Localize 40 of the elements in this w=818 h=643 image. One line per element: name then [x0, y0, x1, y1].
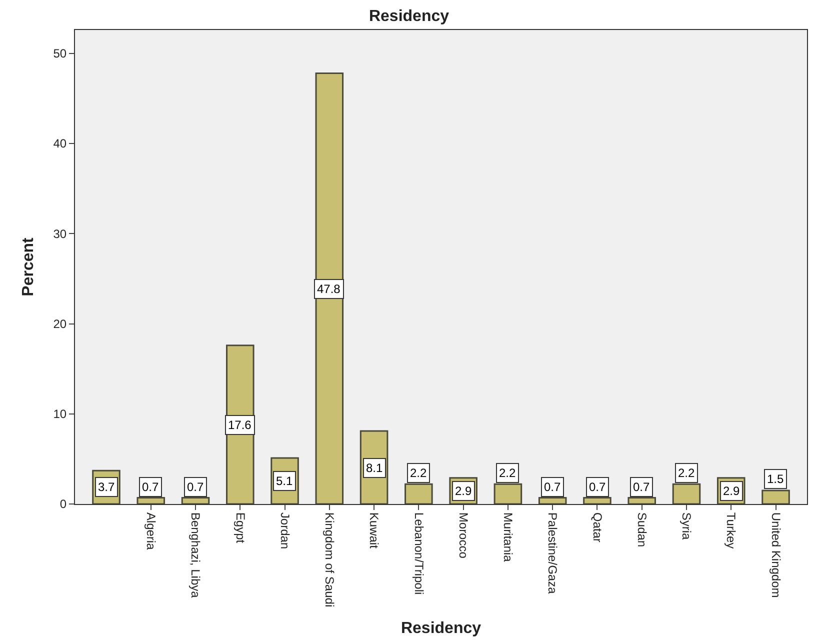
data-label: 0.7 — [142, 480, 160, 494]
y-axis-title: Percent — [20, 236, 38, 296]
data-label: 0.7 — [544, 480, 562, 494]
y-tick-label: 30 — [53, 226, 67, 241]
x-tick-label: Lebanon/Tripoli — [412, 512, 426, 595]
y-tick-label: 10 — [53, 407, 67, 422]
data-label: 17.6 — [228, 418, 252, 432]
data-label: 2.9 — [455, 484, 472, 498]
data-label: 3.7 — [98, 480, 116, 494]
data-label: 2.2 — [678, 466, 696, 480]
x-tick-label: Benghazi, Libya — [188, 512, 203, 598]
x-tick-label: Morocco — [456, 512, 470, 559]
data-label: 8.1 — [366, 461, 384, 475]
x-tick-label: Kuwait — [367, 512, 382, 550]
x-tick-label: Palestine/Gaza — [546, 512, 560, 594]
x-tick-label: Egypt — [233, 512, 248, 544]
data-label: 5.1 — [276, 474, 294, 488]
data-label: 2.9 — [723, 484, 740, 498]
y-tick-label: 0 — [60, 497, 67, 512]
x-axis-title: Residency — [400, 620, 482, 637]
data-label: 2.2 — [499, 466, 516, 480]
x-tick-label: Kingdom of Saudi — [322, 512, 337, 608]
x-tick-label: United Kingdom — [768, 512, 783, 598]
data-label: 0.7 — [589, 480, 606, 494]
x-tick-label: Syria — [680, 512, 694, 540]
x-tick-label: Turkey — [724, 512, 738, 549]
x-tick-label: Algeria — [144, 512, 158, 550]
data-label: 1.5 — [767, 472, 784, 486]
data-label: 2.2 — [410, 466, 428, 480]
y-tick-label: 20 — [53, 316, 67, 331]
x-tick-label: Sudan — [634, 512, 649, 548]
y-tick-label: 50 — [53, 46, 67, 61]
y-tick-label: 40 — [53, 136, 67, 151]
data-label: 0.7 — [187, 480, 204, 494]
chart-title: Residency — [368, 8, 450, 25]
x-tick-label: Qatar — [590, 512, 604, 542]
data-label: 0.7 — [633, 480, 650, 494]
data-label: 47.8 — [317, 282, 341, 296]
x-tick-label: Muritania — [501, 512, 516, 562]
x-tick-label: Jordan — [278, 512, 292, 550]
